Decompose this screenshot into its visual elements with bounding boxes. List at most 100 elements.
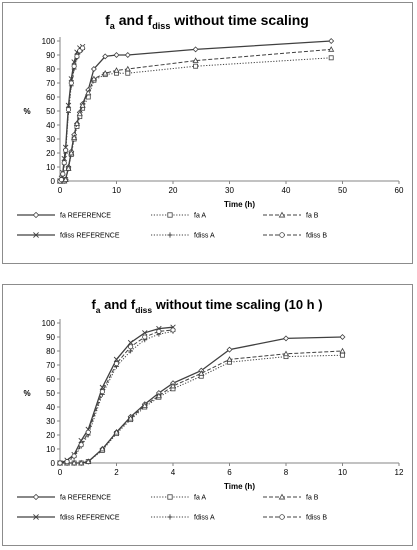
data-point [71, 459, 78, 466]
legend-entry: fdiss B [263, 232, 327, 240]
series-line [60, 350, 343, 464]
chart-title-part: f [91, 297, 96, 312]
chart-panel-1: fa and fdiss without time scaling 0 10 20 30… [2, 2, 413, 264]
x-tick-label: 6 [227, 468, 232, 477]
data-point [142, 330, 148, 336]
data-point [339, 347, 346, 354]
chart-title-part: a [110, 21, 116, 31]
x-tick-label: 40 [282, 186, 291, 195]
data-point [85, 89, 92, 96]
data-point [58, 177, 64, 183]
y-tick-label: 70 [46, 79, 55, 88]
data-point [64, 459, 70, 465]
series-line [60, 57, 332, 182]
y-tick-label: 60 [46, 93, 55, 102]
data-point [60, 171, 66, 177]
chart-title: fa and fdiss without time scaling [105, 12, 309, 31]
series-line [60, 336, 343, 464]
legend-marker [279, 232, 285, 238]
legend-entry: fa A [151, 212, 206, 220]
data-point [125, 70, 131, 76]
data-point [76, 110, 83, 117]
x-tick-label: 0 [58, 186, 63, 195]
series-triangle [56, 347, 346, 466]
y-tick-label: 50 [46, 107, 55, 116]
y-tick-label: 100 [42, 319, 56, 328]
data-point [68, 76, 75, 82]
legend-entry: fdiss REFERENCE [17, 232, 120, 240]
x-tick-label: 2 [114, 468, 119, 477]
x-tick-label: 10 [338, 468, 347, 477]
data-point [128, 344, 134, 350]
data-point [113, 67, 120, 73]
y-tick-label: 0 [51, 459, 56, 468]
data-point [71, 134, 78, 140]
data-point [124, 52, 131, 58]
x-axis-label: Time (h) [224, 200, 255, 209]
chart-title-part: without time scaling (10 h ) [152, 297, 322, 312]
chart-title-part: f [148, 12, 153, 28]
legend-entry: fa A [151, 494, 206, 502]
legend-marker [167, 494, 173, 500]
data-point [90, 75, 97, 82]
series-line [59, 329, 174, 464]
legend-marker [32, 493, 40, 501]
data-point [85, 429, 91, 435]
series-circle [57, 327, 176, 466]
y-axis-label: % [23, 389, 30, 398]
legend-label: fdiss A [194, 233, 215, 240]
data-point [192, 46, 199, 53]
data-point [170, 327, 176, 333]
y-tick-label: 50 [46, 389, 55, 398]
data-point [127, 339, 134, 346]
data-point [113, 52, 120, 58]
x-tick-label: 60 [395, 186, 404, 195]
data-point [78, 459, 85, 466]
data-point [113, 361, 120, 367]
data-point [141, 402, 148, 408]
legend-entry: fdiss B [263, 514, 327, 522]
legend-label: fa REFERENCE [60, 213, 111, 220]
data-point [68, 149, 75, 156]
data-point [99, 389, 105, 395]
legend-entry: fdiss A [151, 232, 215, 240]
data-point [328, 38, 335, 44]
legend-label: fdiss REFERENCE [60, 515, 120, 522]
data-point [99, 445, 106, 452]
chart-2-svg: fa and fdiss without time scaling (10 h … [17, 297, 404, 522]
legend-label: fa A [194, 495, 206, 502]
data-point [78, 442, 84, 448]
data-point [73, 120, 81, 126]
y-tick-label: 30 [46, 417, 55, 426]
data-point [193, 63, 199, 69]
data-point [340, 352, 345, 358]
legend-entry: fdiss A [151, 514, 215, 522]
y-tick-label: 20 [46, 431, 55, 440]
legend-label: fdiss B [306, 515, 327, 522]
series-circle [57, 45, 86, 184]
y-tick-label: 10 [46, 445, 55, 454]
legend-marker [33, 232, 39, 238]
data-point [328, 55, 334, 61]
data-point [128, 348, 134, 354]
x-tick-label: 50 [338, 186, 347, 195]
legend-entry: fa REFERENCE [17, 211, 111, 220]
y-tick-label: 40 [46, 121, 55, 130]
data-point [61, 160, 67, 166]
x-tick-label: 8 [284, 468, 289, 477]
data-point [127, 414, 134, 421]
data-point [90, 66, 97, 72]
data-point [63, 147, 69, 153]
chart-panel-2: fa and fdiss without time scaling (10 h … [2, 284, 413, 546]
data-point [113, 428, 120, 435]
y-tick-label: 90 [46, 333, 55, 342]
data-point [142, 334, 148, 340]
data-point [79, 102, 86, 108]
data-point [68, 80, 74, 86]
legend-marker [167, 212, 173, 218]
y-tick-label: 60 [46, 375, 55, 384]
x-tick-label: 4 [171, 468, 176, 477]
legend-entry: fdiss REFERENCE [17, 514, 120, 522]
data-point [192, 57, 199, 63]
y-tick-label: 20 [46, 149, 55, 158]
